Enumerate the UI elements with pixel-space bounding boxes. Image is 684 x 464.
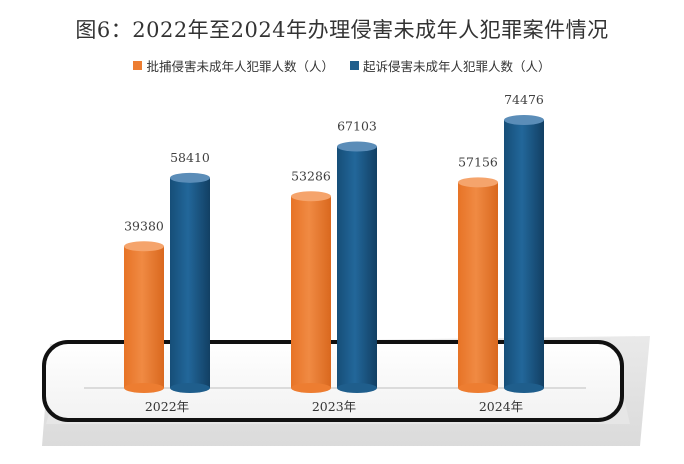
x-tick-label-1: 2022年 xyxy=(145,399,189,414)
bar-bottom-cap xyxy=(337,383,377,393)
bar-arrests-2 xyxy=(291,191,331,393)
bar-body xyxy=(504,120,544,388)
data-label-arrests-1: 39380 xyxy=(124,218,164,233)
bar-bottom-cap xyxy=(124,383,164,393)
bars-layer xyxy=(124,115,544,393)
bar-arrests-3 xyxy=(458,177,498,393)
bar-body xyxy=(170,177,210,388)
bar-top-cap xyxy=(337,141,377,152)
data-label-arrests-3: 57156 xyxy=(458,154,498,169)
bar-top-cap xyxy=(504,115,544,125)
x-tick-label-3: 2024年 xyxy=(479,399,523,414)
data-label-prosecutions-1: 58410 xyxy=(170,150,210,165)
bar-top-cap xyxy=(458,177,498,188)
legend-swatch-arrests xyxy=(133,61,143,70)
bar-body xyxy=(337,146,377,388)
labels-layer: 39380 58410 2022年 53286 67103 2023年 57156 74476… xyxy=(124,92,544,414)
bar-bottom-cap xyxy=(504,383,544,393)
legend-item-arrests: 批捕侵害未成年人犯罪人数（人） xyxy=(133,56,334,75)
data-label-arrests-2: 53286 xyxy=(291,168,331,183)
bar-top-cap xyxy=(170,172,210,183)
bar-prosecutions-1 xyxy=(170,172,210,393)
bar-top-cap xyxy=(291,191,331,202)
data-label-prosecutions-3: 74476 xyxy=(504,92,544,107)
bar-arrests-1 xyxy=(124,241,164,393)
legend-label-arrests: 批捕侵害未成年人犯罪人数（人） xyxy=(146,59,334,74)
bar-top-cap xyxy=(124,241,164,252)
bar-bottom-cap xyxy=(458,383,498,393)
bar-body xyxy=(124,246,164,388)
data-label-prosecutions-2: 67103 xyxy=(337,119,377,134)
legend-swatch-prosecutions xyxy=(349,61,359,70)
bar-body xyxy=(458,182,498,388)
bar-prosecutions-2 xyxy=(337,141,377,393)
bar-bottom-cap xyxy=(170,383,210,393)
bar-bottom-cap xyxy=(291,383,331,393)
bar-body xyxy=(291,196,331,388)
chart-title: 图6：2022年至2024年办理侵害未成年人犯罪案件情况 xyxy=(75,18,609,42)
legend-label-prosecutions: 起诉侵害未成年人犯罪人数（人） xyxy=(362,59,551,74)
x-tick-label-2: 2023年 xyxy=(312,399,356,414)
legend: 批捕侵害未成年人犯罪人数（人） 起诉侵害未成年人犯罪人数（人） xyxy=(0,56,684,75)
legend-item-prosecutions: 起诉侵害未成年人犯罪人数（人） xyxy=(349,56,551,75)
bar-prosecutions-3 xyxy=(504,115,544,393)
